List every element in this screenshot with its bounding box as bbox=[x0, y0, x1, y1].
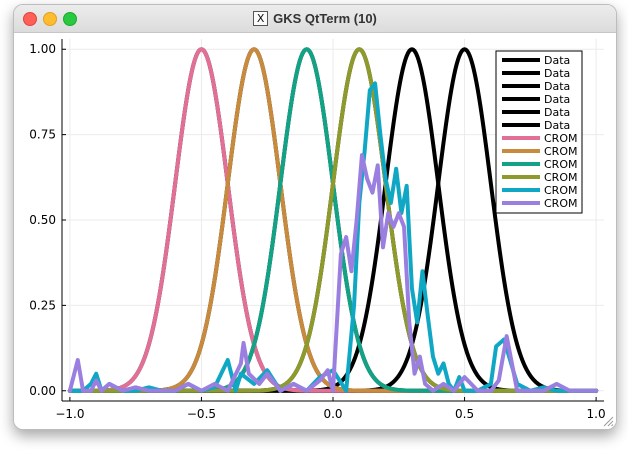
series bbox=[67, 47, 599, 393]
legend-label: Data bbox=[544, 106, 570, 119]
legend-label: CROM bbox=[544, 158, 577, 171]
x11-icon: X bbox=[253, 11, 269, 26]
legend: DataDataDataDataDataDataCROMCROMCROMCROM… bbox=[495, 50, 583, 214]
legend-label: Data bbox=[544, 119, 570, 132]
legend-label: Data bbox=[544, 67, 570, 80]
x-tick-label: −1.0 bbox=[55, 407, 84, 421]
legend-label: CROM bbox=[544, 171, 577, 184]
y-tick-label: 0.75 bbox=[29, 128, 56, 142]
legend-label: CROM bbox=[544, 145, 577, 158]
x-tick-label: −0.5 bbox=[187, 407, 216, 421]
line-chart: −1.0 −0.5 0.0 0.5 1.0 0.00 0.25 0.50 0.75 1.00 Da… bbox=[14, 33, 616, 429]
y-tick-label: 1.00 bbox=[29, 42, 56, 56]
axes: −1.0 −0.5 0.0 0.5 1.0 0.00 0.25 0.50 0.75 1.00 bbox=[29, 39, 606, 421]
plot-window: X GKS QtTerm (10) −1.0 −0.5 0.0 0.5 1.0 0.00 0… bbox=[13, 4, 617, 430]
x-tick-label: 0.5 bbox=[455, 407, 474, 421]
y-tick-label: 0.50 bbox=[29, 213, 56, 227]
legend-label: CROM bbox=[544, 132, 577, 145]
window-title: GKS QtTerm (10) bbox=[273, 11, 377, 26]
y-tick-label: 0.25 bbox=[29, 298, 56, 312]
title-bar[interactable]: X GKS QtTerm (10) bbox=[14, 5, 616, 33]
zoom-button[interactable] bbox=[63, 12, 77, 26]
y-tick-label: 0.00 bbox=[29, 384, 56, 398]
legend-label: Data bbox=[544, 80, 570, 93]
legend-label: CROM bbox=[544, 184, 577, 197]
close-button[interactable] bbox=[23, 12, 37, 26]
x-tick-label: 0.0 bbox=[323, 407, 342, 421]
resize-grip-icon[interactable] bbox=[602, 415, 614, 427]
legend-label: Data bbox=[544, 93, 570, 106]
x-tick-label: 1.0 bbox=[587, 407, 606, 421]
legend-label: CROM bbox=[544, 197, 577, 210]
series-line-12 bbox=[67, 153, 599, 393]
legend-box bbox=[495, 50, 583, 214]
legend-label: Data bbox=[544, 54, 570, 67]
minimize-button[interactable] bbox=[43, 12, 57, 26]
